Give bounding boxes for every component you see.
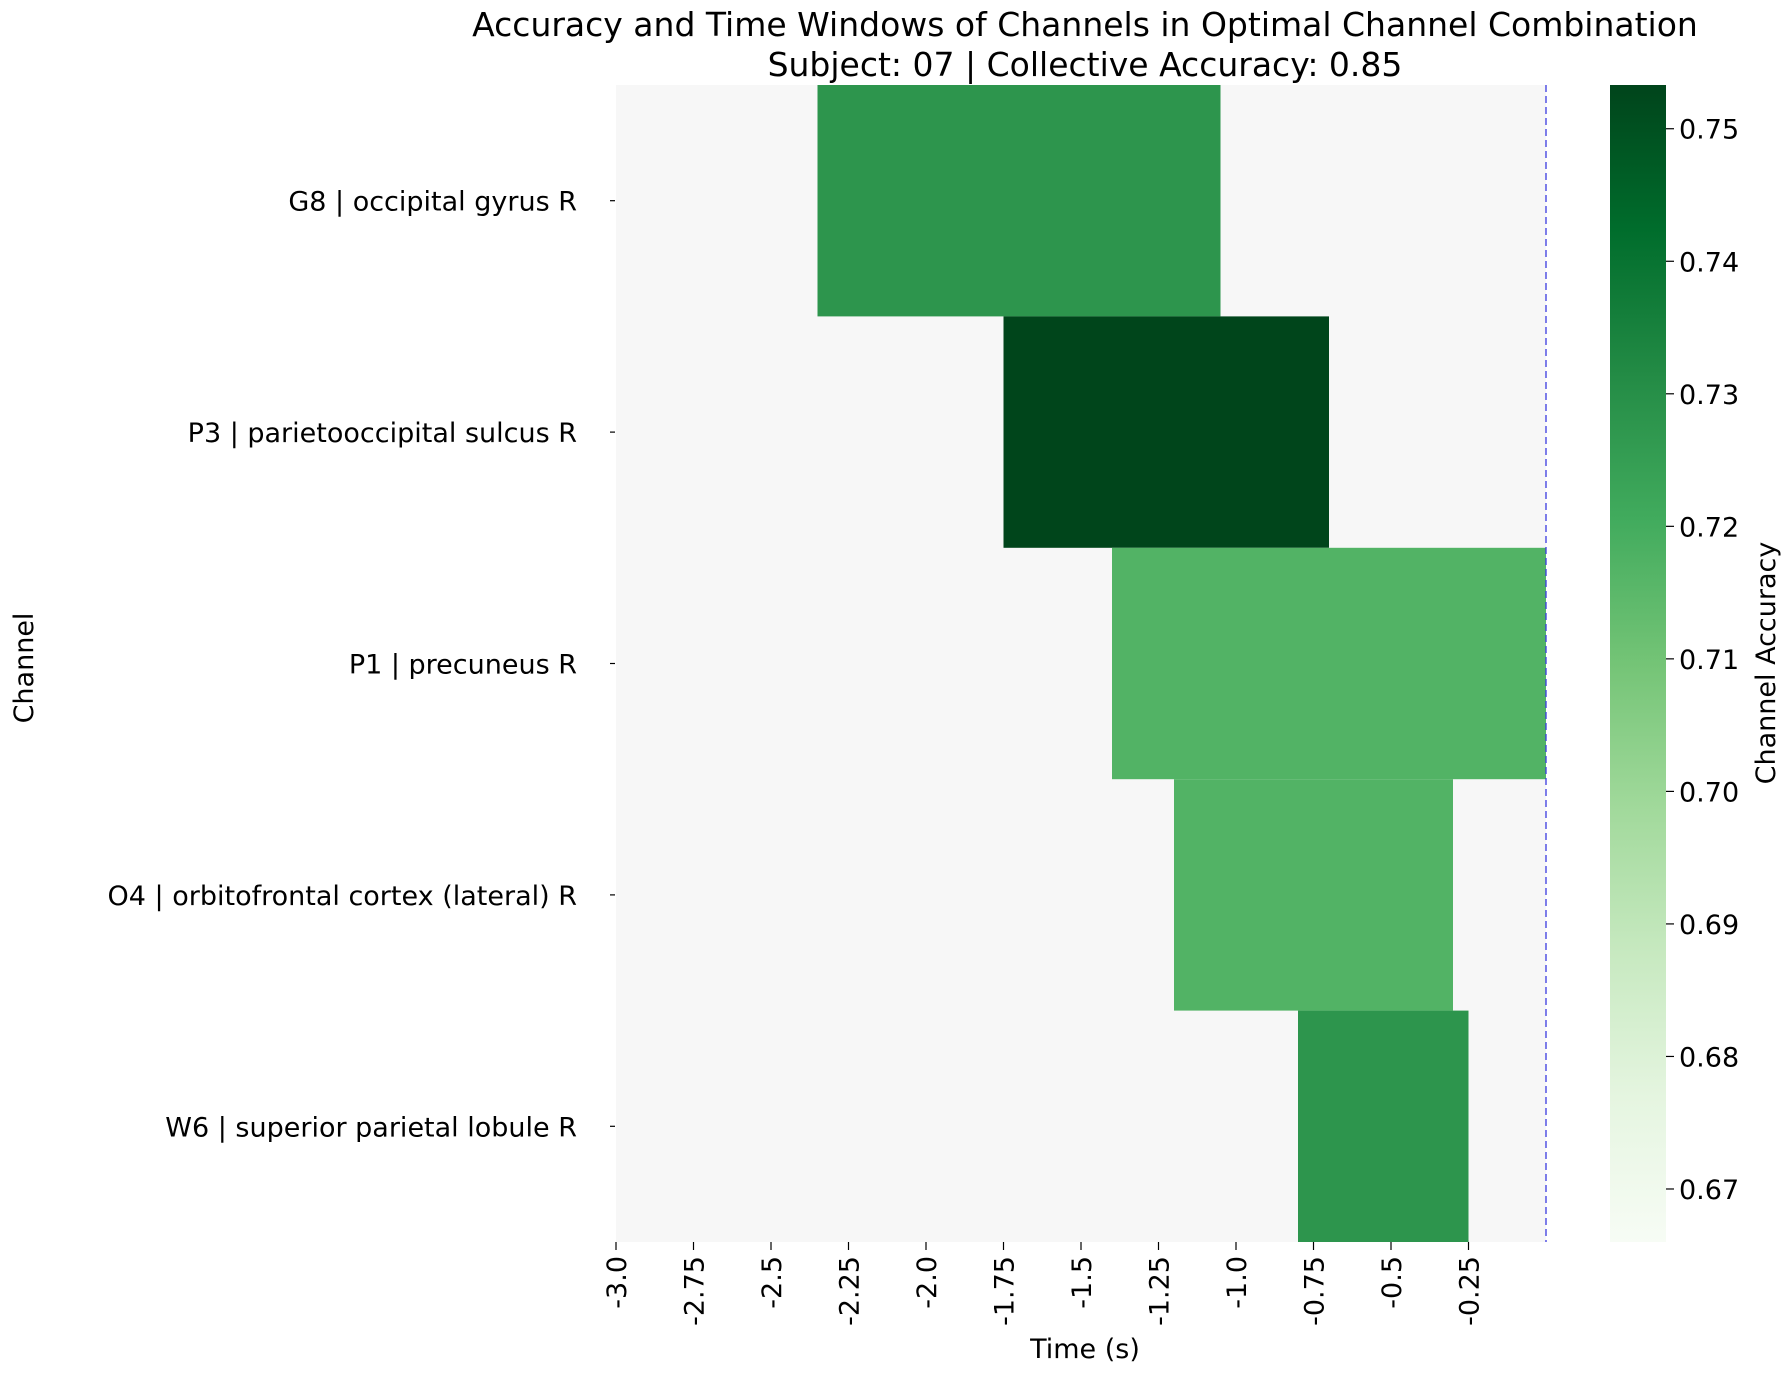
x-tick-label: -0.25 — [1455, 1256, 1486, 1326]
colorbar-label: Channel Accuracy — [1751, 542, 1782, 785]
colorbar-tick-label: 0.74 — [1679, 247, 1739, 278]
colorbar-gradient — [1610, 85, 1666, 1242]
colorbar-tick-label: 0.72 — [1679, 512, 1739, 543]
y-tick-label: W6 | superior parietal lobule R — [165, 1112, 577, 1143]
x-tick-label: -1.5 — [1067, 1256, 1098, 1309]
colorbar: 0.67 0.68 0.69 0.70 0.71 0.72 0.73 0.74 0.75 Cha… — [1610, 85, 1782, 1242]
x-axis: -3.0 -2.75 -2.5 -2.25 -2.0 -1.75 -1.5 -1.25 -1.0… — [602, 1242, 1486, 1326]
x-tick-label: -0.5 — [1377, 1256, 1408, 1309]
x-tick-label: -2.5 — [757, 1256, 788, 1309]
chart-subtitle: Subject: 07 | Collective Accuracy: 0.85 — [768, 45, 1403, 84]
x-tick-label: -2.0 — [912, 1256, 943, 1309]
y-tick-label: G8 | occipital gyrus R — [288, 187, 577, 218]
colorbar-ticks: 0.67 0.68 0.69 0.70 0.71 0.72 0.73 0.74 0.75 — [1666, 115, 1739, 1206]
colorbar-tick-label: 0.71 — [1679, 645, 1739, 676]
colorbar-tick-label: 0.73 — [1679, 380, 1739, 411]
x-tick-label: -3.0 — [602, 1256, 633, 1309]
x-tick-label: -2.25 — [835, 1256, 866, 1326]
x-tick-label: -1.0 — [1222, 1256, 1253, 1309]
y-tick-label: P1 | precuneus R — [349, 650, 577, 681]
heatmap-cell — [1003, 316, 1329, 548]
heatmap-cell — [1298, 1010, 1469, 1242]
colorbar-tick-label: 0.75 — [1679, 115, 1739, 146]
y-axis: G8 | occipital gyrus R P3 | parietooccipi… — [108, 187, 615, 1143]
colorbar-tick-label: 0.70 — [1679, 777, 1739, 808]
chart-title: Accuracy and Time Windows of Channels in… — [472, 5, 1698, 44]
colorbar-tick-label: 0.67 — [1679, 1175, 1739, 1206]
heatmap-cell — [1112, 547, 1546, 780]
y-axis-label: Channel — [9, 613, 40, 724]
y-tick-label: O4 | orbitofrontal cortex (lateral) R — [108, 881, 577, 912]
x-tick-label: -1.25 — [1145, 1256, 1176, 1326]
colorbar-tick-label: 0.68 — [1679, 1042, 1739, 1073]
colorbar-tick-label: 0.69 — [1679, 910, 1739, 941]
heatmap-cell — [817, 85, 1221, 317]
x-tick-label: -1.75 — [990, 1256, 1021, 1326]
plot-area — [616, 85, 1547, 1242]
x-tick-label: -2.75 — [680, 1256, 711, 1326]
x-axis-label: Time (s) — [1029, 1334, 1140, 1365]
x-tick-label: -0.75 — [1300, 1256, 1331, 1326]
y-tick-label: P3 | parietooccipital sulcus R — [188, 418, 577, 449]
heatmap-cell — [1174, 779, 1453, 1011]
